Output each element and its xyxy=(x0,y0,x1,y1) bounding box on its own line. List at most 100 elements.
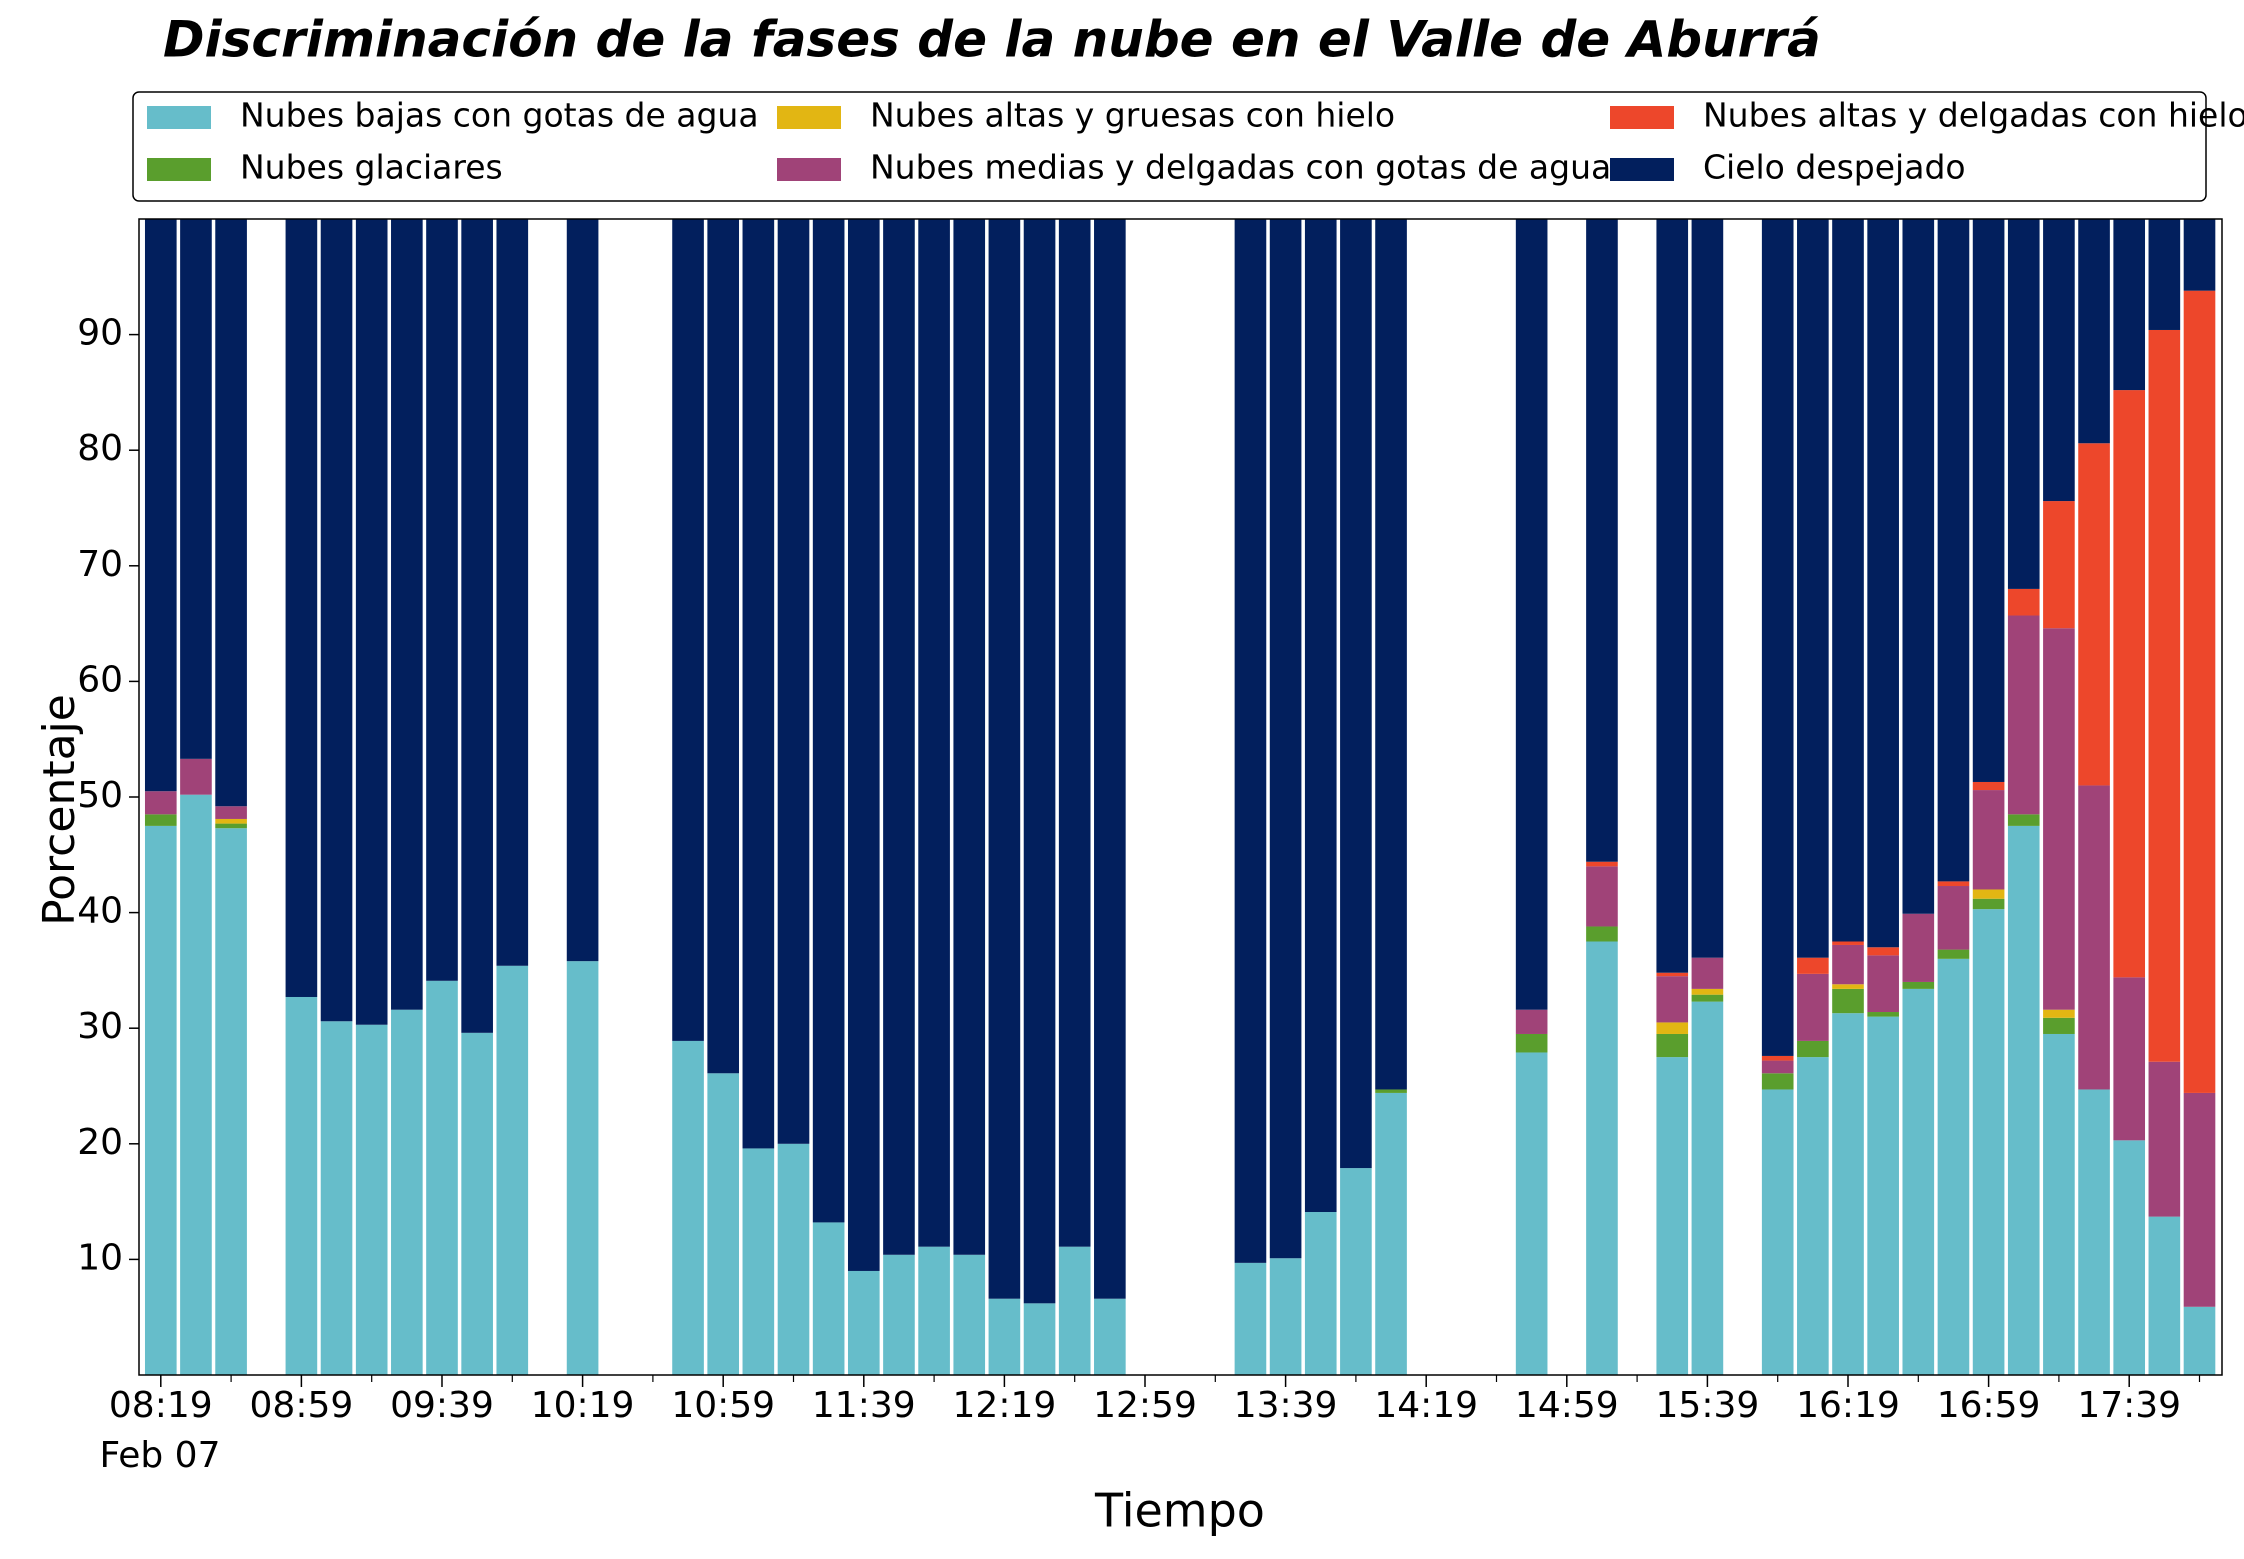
x-tick-label: 14:59 xyxy=(1515,1385,1619,1426)
bar-segment xyxy=(1832,988,1864,1014)
bar-segment xyxy=(742,1148,775,1375)
bar-segment xyxy=(812,219,845,1223)
bar-segment xyxy=(1832,1013,1864,1375)
x-tick-label: 17:39 xyxy=(2077,1385,2181,1426)
bar-segment xyxy=(1304,219,1337,1213)
bar-segment xyxy=(1972,219,2005,782)
bar-segment xyxy=(180,219,212,759)
bar-segment xyxy=(2113,1140,2146,1375)
bar-segment xyxy=(2183,290,2216,1093)
bar-segment xyxy=(1972,909,2005,1375)
bar-segment xyxy=(988,219,1021,1299)
bar-segment xyxy=(2043,501,2075,629)
bar-segment xyxy=(1797,1040,1829,1058)
x-tick-label: 10:59 xyxy=(671,1385,775,1426)
bar-segment xyxy=(1586,941,1618,1375)
bar-segment xyxy=(320,1021,353,1375)
legend-swatch xyxy=(777,158,841,181)
plot-frame xyxy=(138,218,2223,1376)
legend-label: Nubes altas y delgadas con hielo xyxy=(1703,96,2244,135)
bar-segment xyxy=(2113,390,2146,978)
x-tick-label: 08:59 xyxy=(250,1385,354,1426)
bar-segment xyxy=(1340,219,1372,1169)
bar-segment xyxy=(707,1073,740,1375)
bar-segment xyxy=(1972,898,2005,910)
bar-segment xyxy=(144,791,177,815)
bar-segment xyxy=(1867,219,1899,948)
bar-segment xyxy=(1656,976,1689,1023)
bar-segment xyxy=(426,980,458,1375)
bar-segment xyxy=(180,794,212,1375)
x-tick-label: 16:19 xyxy=(1796,1385,1900,1426)
bar-segment xyxy=(1867,1012,1899,1017)
bar-segment xyxy=(2148,329,2181,1062)
legend-box xyxy=(132,91,2207,202)
bar-segment xyxy=(461,1032,493,1375)
legend-label: Nubes altas y gruesas con hielo xyxy=(870,96,1395,135)
bar-segment xyxy=(355,219,388,1025)
bar-segment xyxy=(2007,814,2040,826)
x-tick-label: 11:39 xyxy=(812,1385,916,1426)
bar-segment xyxy=(215,806,247,819)
bar-segment xyxy=(883,1254,915,1375)
bar-segment xyxy=(215,818,247,824)
bar-segment xyxy=(1972,790,2005,890)
x-tick-label: 10:19 xyxy=(531,1385,635,1426)
y-tick-label: 80 xyxy=(77,428,123,469)
legend-swatch xyxy=(1610,158,1674,181)
bar-segment xyxy=(1234,1262,1267,1375)
bar-segment xyxy=(883,219,915,1255)
bar-segment xyxy=(144,219,177,792)
bar-segment xyxy=(1656,972,1689,977)
bar-segment xyxy=(1234,219,1267,1263)
bar-segment xyxy=(2043,219,2075,502)
bar-segment xyxy=(2148,1216,2181,1375)
bar-segment xyxy=(1797,973,1829,1041)
bar-segment xyxy=(1656,1022,1689,1034)
bar-segment xyxy=(1832,944,1864,985)
bar-segment xyxy=(1797,957,1829,974)
legend-swatch xyxy=(147,106,211,129)
bar-segment xyxy=(1515,1052,1548,1375)
x-tick-label: 12:19 xyxy=(953,1385,1057,1426)
bar-segment xyxy=(144,814,177,826)
bar-segment xyxy=(180,758,212,795)
bar-segment xyxy=(2183,1092,2216,1307)
bar-segment xyxy=(847,1270,880,1375)
bar-segment xyxy=(566,961,599,1375)
bar-segment xyxy=(1937,219,1970,882)
bar-segment xyxy=(1867,1016,1899,1375)
bar-segment xyxy=(2043,1009,2075,1018)
x-tick-label: 12:59 xyxy=(1093,1385,1197,1426)
legend-swatch xyxy=(147,158,211,181)
bar-segment xyxy=(2078,1089,2110,1375)
legend-label: Nubes bajas con gotas de agua xyxy=(240,96,759,135)
bar-segment xyxy=(1656,1033,1689,1058)
y-tick-label: 20 xyxy=(77,1122,123,1163)
bar-segment xyxy=(461,219,493,1033)
bar-segment xyxy=(953,219,986,1255)
bar-segment xyxy=(1023,219,1056,1304)
bar-segment xyxy=(1761,219,1794,1056)
bar-segment xyxy=(285,996,318,1375)
x-tick-label: 14:19 xyxy=(1374,1385,1478,1426)
bar-segment xyxy=(2007,588,2040,616)
bar-segment xyxy=(1375,219,1407,1090)
bar-segment xyxy=(777,1143,810,1375)
bar-segment xyxy=(672,1040,704,1375)
bar-segment xyxy=(1972,889,2005,899)
bar-segment xyxy=(566,219,599,962)
x-tick-label: 09:39 xyxy=(390,1385,494,1426)
bar-segment xyxy=(285,219,318,997)
bar-segment xyxy=(1691,988,1724,995)
y-axis-title: Porcentaje xyxy=(34,694,85,926)
bar-segment xyxy=(1937,958,1970,1375)
bar-segment xyxy=(742,219,775,1149)
bar-segment xyxy=(215,219,247,807)
bar-segment xyxy=(144,825,177,1375)
bar-segment xyxy=(707,219,740,1074)
bar-segment xyxy=(1586,861,1618,867)
bar-segment xyxy=(2043,1033,2075,1375)
bar-segment xyxy=(1269,219,1302,1259)
